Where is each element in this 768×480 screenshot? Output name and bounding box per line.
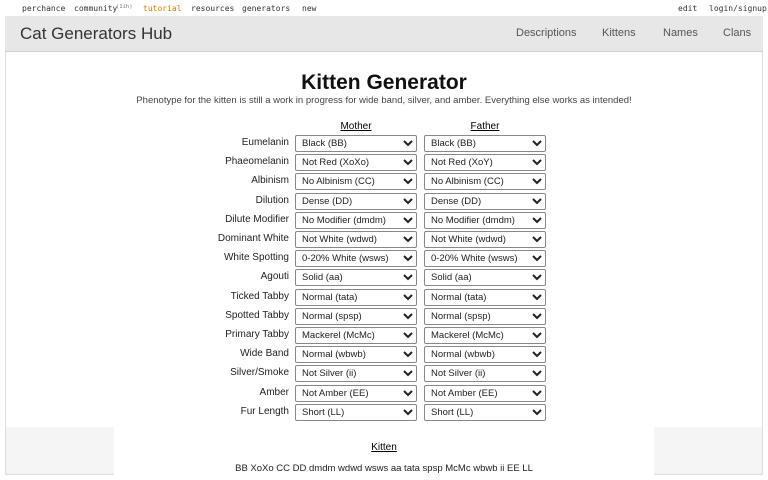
gene-select[interactable]: Not Amber (EE) <box>295 384 417 402</box>
kitten-genotype: BB XoXo CC DD dmdm wdwd wsws aa tata sps… <box>235 463 533 474</box>
gene-select[interactable]: No Albinism (CC) <box>295 173 417 191</box>
gene-label: Amber <box>259 386 289 398</box>
top-link[interactable]: login/signup <box>709 4 767 13</box>
gene-label: Primary Tabby <box>225 329 289 340</box>
gene-select[interactable]: Not White (wdwd) <box>295 231 417 248</box>
gene-select[interactable]: No Modifier (dmdm) <box>295 211 417 229</box>
gene-label: Eumelanin <box>241 137 289 148</box>
gene-select[interactable]: Black (BB) <box>424 135 546 152</box>
gene-select[interactable]: No Modifier (dmdm) <box>424 211 546 229</box>
gene-select[interactable]: Solid (aa) <box>295 269 417 287</box>
gene-label: Phaeomelanin <box>225 156 289 168</box>
gene-select[interactable]: Normal (spsp) <box>295 307 417 325</box>
gene-select[interactable]: Short (LL) <box>295 403 417 421</box>
gene-label: Dilution <box>255 194 289 206</box>
gene-label: Dilute Modifier <box>225 213 289 225</box>
top-link[interactable]: resources <box>191 4 235 13</box>
gene-label: Albinism <box>251 175 289 187</box>
kitten-box <box>114 427 654 475</box>
gene-label: Silver/Smoke <box>230 367 289 379</box>
gene-label: Spotted Tabby <box>225 309 289 321</box>
gene-label: Agouti <box>260 271 289 283</box>
gene-select[interactable]: No Albinism (CC) <box>424 173 546 191</box>
gene-select[interactable]: Solid (aa) <box>424 269 546 287</box>
top-link[interactable]: perchance <box>22 4 66 13</box>
gene-select[interactable]: Normal (spsp) <box>424 307 546 325</box>
column-header: Father <box>470 121 500 132</box>
site-title[interactable]: Cat Generators Hub <box>20 24 173 43</box>
page-title: Kitten Generator <box>301 71 467 94</box>
gene-select[interactable]: Dense (DD) <box>424 192 546 210</box>
nav-link[interactable]: Names <box>663 27 698 39</box>
top-link[interactable]: community <box>74 4 118 13</box>
gene-select[interactable]: Not Silver (ii) <box>424 365 546 383</box>
gene-label: Fur Length <box>240 405 289 417</box>
kitten-title: Kitten <box>371 442 397 453</box>
gene-select[interactable]: Not Silver (ii) <box>295 365 417 383</box>
column-header: Mother <box>340 121 372 132</box>
gene-select[interactable]: Normal (wbwb) <box>424 346 546 364</box>
gene-select[interactable]: Mackerel (McMc) <box>295 327 417 344</box>
gene-select[interactable]: Not Red (XoY) <box>424 154 546 172</box>
nav-link[interactable]: Kittens <box>602 27 636 39</box>
gene-select[interactable]: Not White (wdwd) <box>424 231 546 248</box>
gene-select[interactable]: Short (LL) <box>424 403 546 421</box>
gene-select[interactable]: Not Amber (EE) <box>424 384 546 402</box>
gene-select[interactable]: Normal (tata) <box>424 288 546 306</box>
gene-label: Ticked Tabby <box>230 290 289 302</box>
top-link: (1ih) <box>116 4 133 10</box>
gene-select[interactable]: Not Red (XoXo) <box>295 154 417 172</box>
top-bar: perchance community (1ih) tutorial resources… <box>0 0 768 16</box>
gene-select[interactable]: Dense (DD) <box>295 192 417 210</box>
subtitle: Phenotype for the kitten is still a work… <box>136 95 632 106</box>
gene-select[interactable]: 0-20% White (wsws) <box>424 250 546 268</box>
gene-label: Dominant White <box>217 233 289 244</box>
gene-select[interactable]: 0-20% White (wsws) <box>295 250 417 268</box>
nav-link[interactable]: Clans <box>723 27 752 39</box>
top-link[interactable]: tutorial <box>143 4 182 13</box>
gene-select[interactable]: Black (BB) <box>295 135 417 152</box>
gene-select[interactable]: Mackerel (McMc) <box>424 327 546 344</box>
gene-label: Wide Band <box>240 348 289 360</box>
gene-select[interactable]: Normal (tata) <box>295 288 417 306</box>
top-link[interactable]: edit <box>678 4 698 13</box>
top-link[interactable]: generators <box>242 4 291 13</box>
header: Cat Generators Hub Descriptions Kittens Na… <box>5 16 763 52</box>
nav-link[interactable]: Descriptions <box>516 27 577 39</box>
gene-select[interactable]: Normal (wbwb) <box>295 346 417 364</box>
gene-label: White Spotting <box>223 252 289 264</box>
top-link[interactable]: new <box>302 4 317 13</box>
